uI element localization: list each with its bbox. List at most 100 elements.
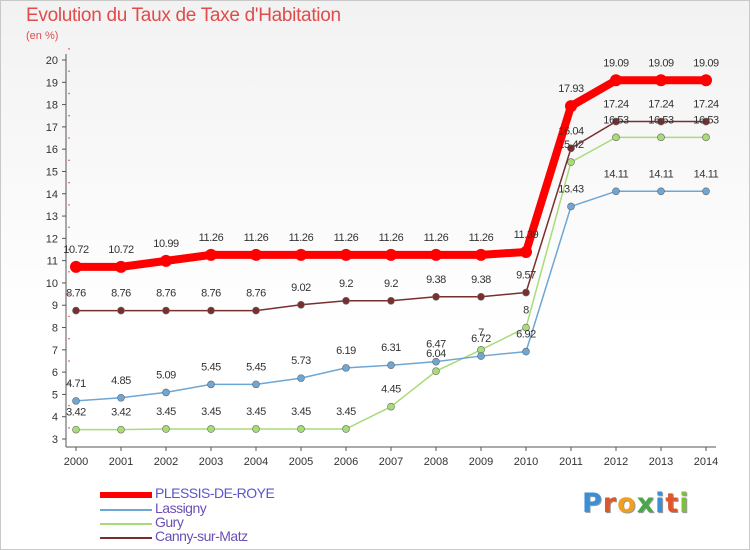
data-label: 11.26: [289, 232, 314, 244]
data-label: 4.85: [111, 375, 131, 387]
data-point: [387, 361, 395, 370]
y-tick-label: 16: [46, 144, 58, 156]
data-label: 11.26: [469, 232, 494, 244]
data-point: [297, 425, 305, 433]
data-label: 6.47: [426, 339, 446, 351]
data-point: [252, 425, 260, 433]
x-tick-label: 2009: [469, 456, 493, 468]
y-axis-dot: [68, 70, 70, 72]
data-label: 10.99: [153, 238, 179, 250]
data-point: [702, 117, 710, 126]
data-point: [567, 202, 575, 211]
data-point: [387, 402, 395, 411]
data-label: 7: [478, 327, 484, 339]
data-label: 16.04: [558, 125, 584, 137]
data-label: 14.11: [604, 168, 629, 180]
data-point: [252, 306, 260, 315]
y-tick-label: 9: [52, 300, 58, 312]
data-point: [700, 74, 712, 87]
x-tick-label: 2013: [649, 456, 673, 468]
data-label: 6.19: [336, 345, 356, 357]
y-tick-label: 5: [52, 389, 58, 401]
data-point: [612, 117, 620, 126]
x-tick-label: 2008: [424, 456, 448, 468]
x-tick-label: 2000: [64, 456, 88, 468]
y-tick-label: 11: [47, 256, 58, 268]
data-point: [702, 187, 710, 196]
chart-title: Evolution du Taux de Taxe d'Habitation: [26, 5, 341, 26]
data-label: 8.76: [246, 288, 266, 300]
y-axis-dot: [68, 48, 70, 50]
data-point: [342, 364, 350, 372]
logo-letter: P: [582, 488, 603, 519]
data-point: [70, 260, 82, 273]
y-axis-dot: [68, 382, 70, 385]
data-point: [610, 74, 622, 87]
data-label: 6.31: [381, 342, 401, 354]
data-label: 8.76: [66, 288, 86, 300]
data-point: [475, 248, 487, 261]
x-tick-label: 2004: [244, 456, 268, 468]
data-label: 13.43: [558, 183, 584, 195]
data-label: 3.42: [111, 407, 131, 419]
x-tick-label: 2003: [199, 456, 223, 468]
data-label: 8.76: [201, 288, 221, 300]
y-axis-dot: [68, 360, 70, 362]
data-label: 15.42: [558, 139, 584, 151]
y-tick-label: 12: [46, 233, 58, 245]
data-point: [657, 187, 665, 196]
y-axis-dot: [68, 404, 70, 407]
y-axis-dot: [68, 226, 70, 229]
logo-letter: t: [665, 488, 680, 519]
y-tick-label: 19: [46, 77, 58, 89]
data-point: [432, 292, 440, 301]
data-point: [385, 248, 397, 261]
y-axis-dot: [68, 427, 70, 429]
legend-swatch: [100, 523, 152, 525]
data-label: 16.53: [648, 114, 674, 126]
y-tick-label: 20: [46, 55, 58, 67]
data-label: 3.45: [291, 406, 311, 418]
data-point: [117, 393, 125, 402]
data-point: [655, 74, 667, 87]
logo-letter: i: [679, 488, 690, 519]
data-point: [565, 100, 577, 113]
data-label: 4.71: [66, 378, 86, 390]
data-label: 14.11: [649, 168, 674, 180]
data-label: 11.26: [424, 232, 449, 244]
data-point: [522, 323, 530, 332]
y-axis-dot: [68, 204, 70, 206]
data-label: 17.93: [558, 83, 584, 95]
data-label: 17.24: [693, 99, 719, 111]
logo-letter: o: [617, 488, 637, 519]
data-label: 6.04: [426, 348, 446, 360]
legend-label: Lassigny: [155, 500, 207, 516]
data-point: [72, 306, 80, 315]
data-point: [567, 144, 575, 153]
data-label: 3.45: [156, 406, 176, 418]
y-tick-label: 6: [52, 367, 58, 379]
y-tick-label: 18: [46, 100, 58, 112]
y-axis-dot: [68, 137, 70, 139]
data-label: 17.24: [648, 99, 674, 111]
data-label: 5.45: [246, 361, 266, 373]
data-label: 8.76: [156, 288, 176, 300]
data-point: [205, 248, 217, 261]
y-tick-label: 7: [52, 345, 58, 357]
data-point: [612, 187, 620, 196]
y-tick-label: 14: [46, 189, 58, 201]
y-tick-label: 13: [46, 211, 58, 223]
data-point: [160, 254, 172, 267]
y-axis-dot: [68, 181, 70, 184]
y-axis-dot: [68, 270, 70, 273]
logo-letter: i: [655, 488, 666, 519]
y-axis-dot: [68, 92, 70, 95]
x-tick-label: 2012: [604, 456, 628, 468]
data-point: [477, 292, 485, 301]
legend-label: Gury: [155, 514, 184, 530]
data-point: [522, 288, 530, 297]
data-point: [520, 245, 532, 258]
data-label: 9.2: [339, 278, 353, 290]
data-point: [207, 306, 215, 315]
